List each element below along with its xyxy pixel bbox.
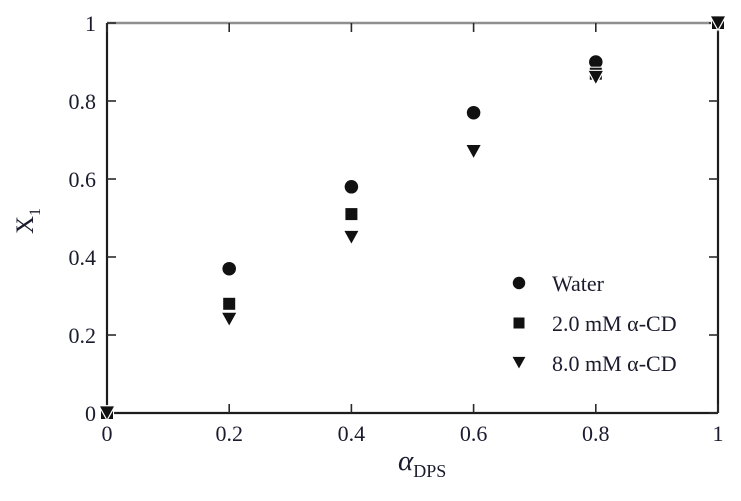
data-point-triangle-down xyxy=(220,311,239,328)
axis-ticks xyxy=(106,22,719,414)
y-tick-label: 0 xyxy=(85,401,96,426)
x-tick-label: 0.8 xyxy=(582,421,610,446)
x-tick-label: 0.6 xyxy=(460,421,488,446)
data-point-circle xyxy=(589,55,603,69)
legend-label: 8.0 mM α-CD xyxy=(552,351,677,376)
data-point-circle xyxy=(466,105,481,120)
x-tick-label: 0.4 xyxy=(338,421,366,446)
legend-entry: 2.0 mM α-CD xyxy=(512,311,677,336)
data-point-square xyxy=(344,207,359,222)
data-point-triangle-down xyxy=(464,143,483,161)
data-point-triangle-down xyxy=(97,405,117,422)
x-tick-label: 0 xyxy=(102,421,113,446)
y-tick-label: 0.8 xyxy=(69,89,97,114)
legend-marker-triangle-down xyxy=(510,355,528,371)
y-tick-label: 0.4 xyxy=(69,245,97,270)
data-point-square xyxy=(222,296,237,311)
data-point-circle xyxy=(222,261,236,276)
x-tick-label: 1 xyxy=(713,421,724,446)
data-point-circle xyxy=(344,180,359,194)
legend: Water 2.0 mM α-CD 8.0 mM α-CD xyxy=(510,271,677,376)
data-point-triangle-down xyxy=(586,69,605,87)
x-tick-label: 0.2 xyxy=(215,421,243,446)
tick-labels: 0 0.2 0.4 0.6 0.8 1 0 0.2 0.4 0.6 0.8 1 xyxy=(69,11,724,446)
legend-label: Water xyxy=(552,271,605,296)
y-tick-label: 0.6 xyxy=(69,167,97,192)
plot-frame xyxy=(105,21,720,415)
legend-entry: 8.0 mM α-CD xyxy=(510,351,677,376)
x-axis-label: αDPS xyxy=(398,445,446,481)
legend-entry: Water xyxy=(512,271,605,296)
data-point-triangle-down xyxy=(342,229,361,247)
y-tick-label: 1 xyxy=(85,11,96,36)
legend-marker-square xyxy=(512,316,526,330)
x-axis-label-text: αDPS xyxy=(398,445,446,481)
data-points xyxy=(97,15,728,422)
legend-marker-circle xyxy=(512,276,526,290)
y-axis-label-text: X1 xyxy=(12,208,44,234)
legend-label: 2.0 mM α-CD xyxy=(552,311,677,336)
data-point-triangle-down xyxy=(708,15,728,32)
y-tick-label: 0.2 xyxy=(69,323,97,348)
y-axis-label: X1 xyxy=(12,208,44,234)
